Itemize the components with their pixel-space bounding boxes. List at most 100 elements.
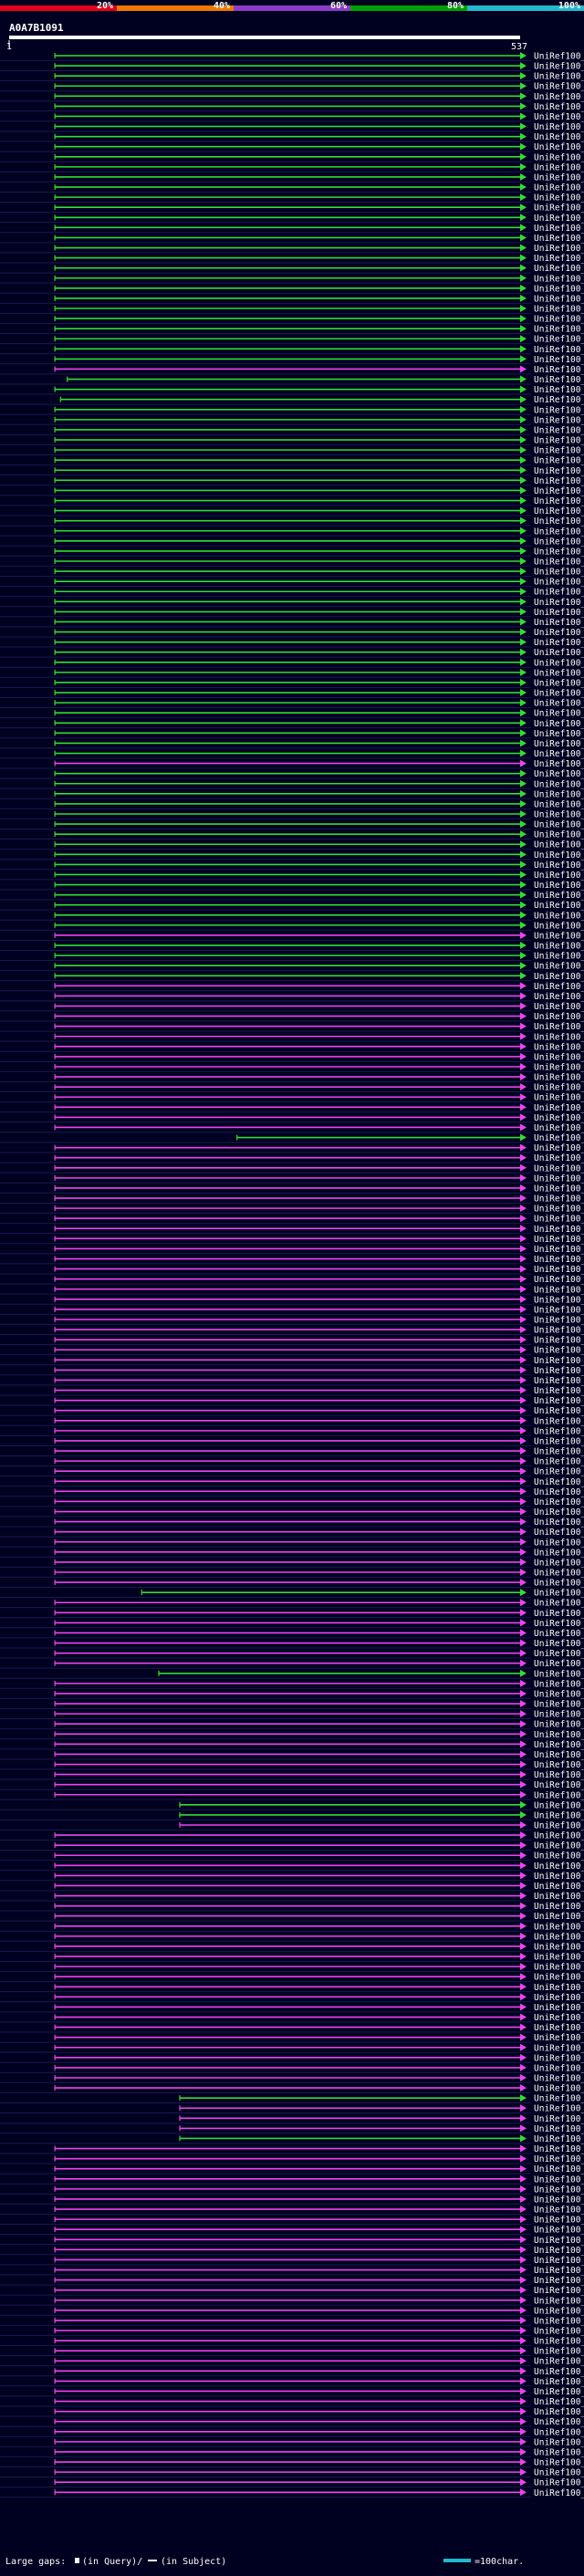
alignment-row[interactable]: UniRef100_UP1000... bbox=[0, 2094, 584, 2104]
alignment-row[interactable]: UniRef100_Q9ZSH9 bbox=[0, 1841, 584, 1851]
subject-name-link[interactable]: UniRef100_A7PFG3 bbox=[534, 578, 584, 588]
subject-name-link[interactable]: UniRef100_Q9SAR2 bbox=[534, 1700, 584, 1710]
subject-name-link[interactable]: UniRef100_B9HT43 bbox=[534, 860, 584, 871]
alignment-row[interactable]: UniRef100_A7P7G3 bbox=[0, 547, 584, 557]
alignment-row[interactable]: UniRef100_A7PF65 bbox=[0, 456, 584, 466]
subject-name-link[interactable]: UniRef100_A7QEV7 bbox=[534, 2013, 584, 2023]
alignment-row[interactable]: UniRef100_B9SHH3 bbox=[0, 1780, 584, 1790]
subject-name-link[interactable]: UniRef100_UP1000... bbox=[534, 2043, 584, 2053]
subject-name-link[interactable]: UniRef100_B9LJL3 bbox=[534, 2226, 584, 2236]
subject-name-link[interactable]: UniRef100_A7PIK1 bbox=[534, 628, 584, 638]
alignment-row[interactable]: UniRef100_A7PPH1 bbox=[0, 1012, 584, 1022]
subject-name-link[interactable]: UniRef100_C5YME3 bbox=[534, 1042, 584, 1052]
alignment-row[interactable]: UniRef100_Q9FIF9 bbox=[0, 729, 584, 739]
alignment-row[interactable]: UniRef100_A7QRN4 bbox=[0, 1538, 584, 1548]
subject-name-link[interactable]: UniRef100_UP1000... bbox=[534, 1295, 584, 1305]
subject-name-link[interactable]: UniRef100_B9SE34 bbox=[534, 345, 584, 355]
subject-name-link[interactable]: UniRef100_B9SE31 bbox=[534, 152, 584, 162]
alignment-row[interactable]: UniRef100_B9SE31 bbox=[0, 152, 584, 162]
alignment-row[interactable]: UniRef100_Q2V3V2 bbox=[0, 608, 584, 618]
alignment-row[interactable]: UniRef100_Q8S1I0 bbox=[0, 1265, 584, 1275]
subject-name-link[interactable]: UniRef100_UP1000... bbox=[534, 871, 584, 881]
alignment-row[interactable]: UniRef100_B9LJL3 bbox=[0, 2226, 584, 2236]
subject-name-link[interactable]: UniRef100_UP1000... bbox=[534, 335, 584, 345]
subject-name-link[interactable]: UniRef100_UP1000... bbox=[534, 962, 584, 972]
subject-name-link[interactable]: UniRef100_B9SHW1 bbox=[534, 1790, 584, 1800]
subject-name-link[interactable]: UniRef100_B9HS14 bbox=[534, 2387, 584, 2397]
subject-name-link[interactable]: UniRef100_B9FD54 bbox=[534, 1993, 584, 2003]
alignment-row[interactable]: UniRef100_Q6EPT1 bbox=[0, 1770, 584, 1780]
alignment-row[interactable]: UniRef100_UP1000... bbox=[0, 224, 584, 234]
subject-name-link[interactable]: UniRef100_A7PG77 bbox=[534, 648, 584, 658]
subject-name-link[interactable]: UniRef100_A7P4N8 bbox=[534, 415, 584, 425]
alignment-row[interactable]: UniRef100_B9SBH6 bbox=[0, 2306, 584, 2316]
subject-name-link[interactable]: UniRef100_Q39547 bbox=[534, 375, 584, 385]
subject-name-link[interactable]: UniRef100_UP1000... bbox=[534, 2347, 584, 2357]
subject-name-link[interactable]: UniRef100_C5YB05 bbox=[534, 1649, 584, 1659]
alignment-row[interactable]: UniRef100_B9GW49 bbox=[0, 638, 584, 648]
alignment-row[interactable]: UniRef100_Q6EPT3 bbox=[0, 1760, 584, 1770]
subject-name-link[interactable]: UniRef100_Q9SZV3 bbox=[534, 1073, 584, 1083]
alignment-row[interactable]: UniRef100_B9JEQ1 bbox=[0, 1922, 584, 1932]
alignment-row[interactable]: UniRef100_A7PTP6 bbox=[0, 2397, 584, 2407]
subject-name-link[interactable]: UniRef100_A5C2A0 bbox=[534, 365, 584, 375]
alignment-row[interactable]: UniRef100_A5AE12 bbox=[0, 2407, 584, 2417]
alignment-row[interactable]: UniRef100_UP1000... bbox=[0, 335, 584, 345]
subject-name-link[interactable]: UniRef100_Q9SE89 bbox=[534, 1376, 584, 1386]
alignment-row[interactable]: UniRef100_Q0J1K4 bbox=[0, 1163, 584, 1173]
alignment-row[interactable]: UniRef100_Q8LNU1 bbox=[0, 2174, 584, 2185]
subject-name-link[interactable]: UniRef100_A7P8J4 bbox=[534, 558, 584, 568]
subject-name-link[interactable]: UniRef100_Q0WVJ9 bbox=[534, 1589, 584, 1599]
alignment-row[interactable]: UniRef100_C9PHD7 bbox=[0, 1083, 584, 1093]
subject-name-link[interactable]: UniRef100_Q6ANU4 bbox=[534, 2206, 584, 2216]
alignment-row[interactable]: UniRef100_Q9ZZB2 bbox=[0, 1063, 584, 1073]
alignment-row[interactable]: UniRef100_A7QV66 bbox=[0, 1406, 584, 1416]
subject-name-link[interactable]: UniRef100_Q9FIG2 bbox=[534, 739, 584, 749]
alignment-row[interactable]: UniRef100_A7PJU1 bbox=[0, 820, 584, 830]
subject-name-link[interactable]: UniRef100_Q2V3V1 bbox=[534, 719, 584, 729]
alignment-row[interactable]: UniRef100_UP1000... bbox=[0, 689, 584, 699]
subject-name-link[interactable]: UniRef100_B9SBH6 bbox=[534, 2306, 584, 2316]
alignment-row[interactable]: UniRef100_Q5ZBR8 bbox=[0, 1507, 584, 1517]
alignment-row[interactable]: UniRef100_A7QEV9 bbox=[0, 1963, 584, 1973]
alignment-row[interactable]: UniRef100_A7PIL6 bbox=[0, 142, 584, 152]
alignment-row[interactable]: UniRef100_B9R726 bbox=[0, 1912, 584, 1922]
subject-name-link[interactable]: UniRef100_A7NYR3 bbox=[534, 476, 584, 486]
alignment-row[interactable]: UniRef100_Q9FIM6 bbox=[0, 699, 584, 709]
alignment-row[interactable]: UniRef100_Q9MAP5 bbox=[0, 1113, 584, 1123]
subject-name-link[interactable]: UniRef100_B9SE33 bbox=[534, 264, 584, 274]
subject-name-link[interactable]: UniRef100_UP1000... bbox=[534, 1022, 584, 1032]
subject-name-link[interactable]: UniRef100_Q23357 bbox=[534, 881, 584, 891]
subject-name-link[interactable]: UniRef100_UP1000... bbox=[534, 1386, 584, 1396]
alignment-row[interactable]: UniRef100_B9SE30 bbox=[0, 274, 584, 284]
subject-name-link[interactable]: UniRef100_B9RYW8 bbox=[534, 1821, 584, 1831]
subject-name-link[interactable]: UniRef100_A7PIL6 bbox=[534, 142, 584, 152]
alignment-row[interactable]: UniRef100_Q9ZSB3 bbox=[0, 1103, 584, 1113]
alignment-row[interactable]: UniRef100_Q1PDX5 bbox=[0, 1245, 584, 1255]
subject-name-link[interactable]: UniRef100_UP1000... bbox=[534, 224, 584, 234]
subject-name-link[interactable]: UniRef100_A7Q9H4 bbox=[534, 2084, 584, 2094]
subject-name-link[interactable]: UniRef100_A7QRN4 bbox=[534, 1538, 584, 1548]
alignment-row[interactable]: UniRef100_UP1000... bbox=[0, 568, 584, 578]
alignment-row[interactable]: UniRef100_B9FD54 bbox=[0, 1993, 584, 2003]
subject-name-link[interactable]: UniRef100_A7QYY3 bbox=[534, 1326, 584, 1336]
alignment-row[interactable]: UniRef100_A7QJ30 bbox=[0, 1032, 584, 1042]
alignment-row[interactable]: UniRef100_B9SE2 bbox=[0, 749, 584, 759]
subject-name-link[interactable]: UniRef100_C5YE10 bbox=[534, 1689, 584, 1699]
alignment-row[interactable]: UniRef100_UP1000... bbox=[0, 931, 584, 941]
subject-name-link[interactable]: UniRef100_B9WFC6 bbox=[534, 1235, 584, 1245]
subject-name-link[interactable]: UniRef100_Q7XT44 bbox=[534, 1710, 584, 1720]
subject-name-link[interactable]: UniRef100_UP1000... bbox=[534, 2094, 584, 2104]
subject-name-link[interactable]: UniRef100_Q6EPJ5 bbox=[534, 1750, 584, 1760]
alignment-row[interactable]: UniRef100_A7QZE4 bbox=[0, 1133, 584, 1143]
alignment-row[interactable]: UniRef100_Q9ZZB1 bbox=[0, 1052, 584, 1062]
subject-name-link[interactable]: UniRef100_A7QJ28 bbox=[534, 1002, 584, 1012]
alignment-row[interactable]: UniRef100_A3AQF7 bbox=[0, 1336, 584, 1346]
alignment-row[interactable]: UniRef100_A7R2R1 bbox=[0, 2236, 584, 2246]
subject-name-link[interactable]: UniRef100_A7PIL4 bbox=[534, 294, 584, 304]
subject-name-link[interactable]: UniRef100_Q5ZCS8 bbox=[534, 1416, 584, 1426]
alignment-row[interactable]: UniRef100_A3AQF6 bbox=[0, 1184, 584, 1194]
subject-name-link[interactable]: UniRef100_A7PIK9 bbox=[534, 284, 584, 294]
alignment-row[interactable]: UniRef100_Q23357 bbox=[0, 881, 584, 891]
subject-name-link[interactable]: UniRef100_Q9LDM8 bbox=[534, 1892, 584, 1902]
